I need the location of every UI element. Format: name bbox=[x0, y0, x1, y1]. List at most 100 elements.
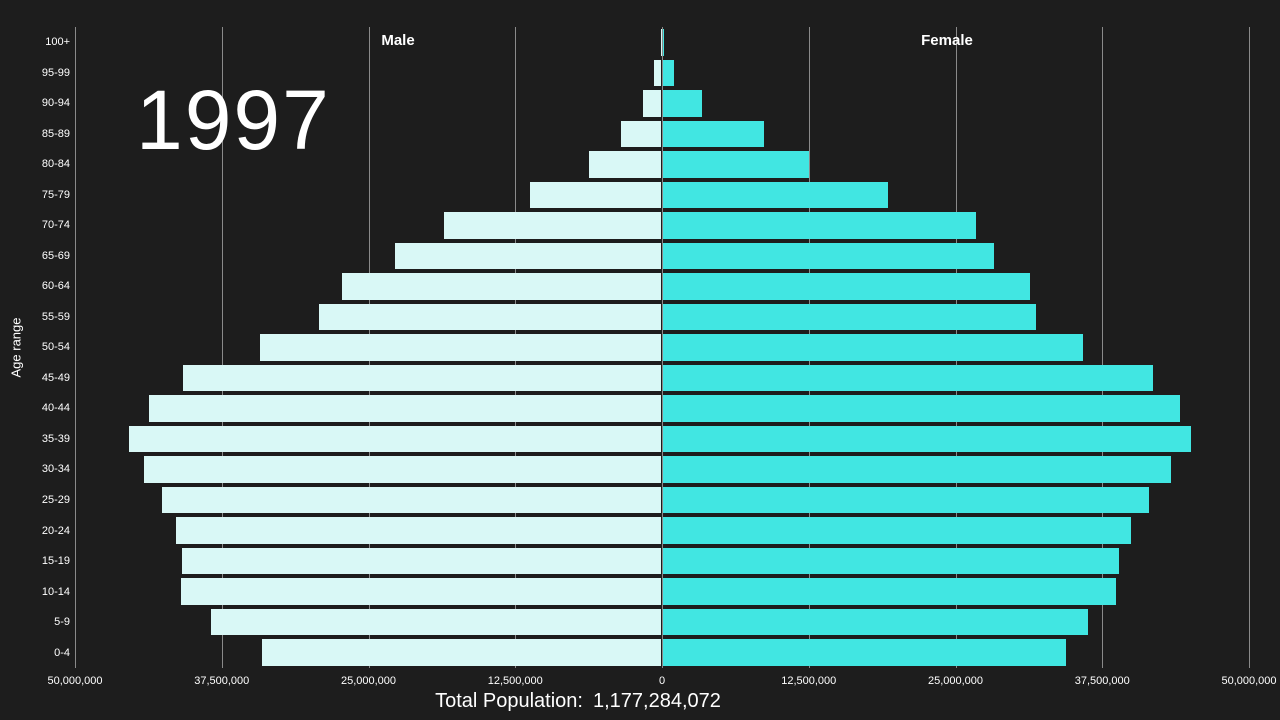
pyramid-row: 45-49 bbox=[0, 363, 1280, 394]
age-range-label: 70-74 bbox=[41, 219, 70, 232]
pyramid-row: 20-24 bbox=[0, 515, 1280, 546]
male-bar bbox=[149, 395, 661, 422]
female-bar bbox=[663, 364, 1153, 392]
bars-area: 100+ 95-99 90-94 85-89 80-84 75-79 70-74 65-69 6… bbox=[0, 27, 1280, 668]
female-bar bbox=[663, 242, 995, 270]
pyramid-row: 70-74 bbox=[0, 210, 1280, 241]
male-bar bbox=[182, 547, 661, 575]
male-bar bbox=[653, 59, 661, 87]
year-label: 1997 bbox=[136, 73, 331, 167]
female-bar bbox=[663, 334, 1084, 361]
female-bar bbox=[663, 212, 977, 239]
gridline bbox=[221, 27, 223, 668]
age-range-label: 10-14 bbox=[41, 585, 70, 598]
total-population-label: Total Population: bbox=[435, 690, 583, 712]
male-bar bbox=[443, 212, 661, 239]
pyramid-row: 15-19 bbox=[0, 546, 1280, 577]
age-range-label: 85-89 bbox=[41, 127, 70, 140]
x-tick-label: 25,000,000 bbox=[340, 675, 397, 687]
male-header: Male bbox=[381, 32, 415, 49]
male-bar bbox=[529, 181, 661, 209]
male-bar bbox=[643, 90, 661, 117]
male-bar bbox=[162, 486, 661, 514]
pyramid-row: 75-79 bbox=[0, 180, 1280, 211]
age-range-label: 65-69 bbox=[41, 249, 70, 262]
age-range-label: 40-44 bbox=[41, 402, 70, 415]
gridline bbox=[662, 27, 663, 668]
male-bar bbox=[176, 517, 661, 544]
male-bar bbox=[394, 242, 661, 270]
age-range-label: 55-59 bbox=[41, 310, 70, 323]
age-range-label: 50-54 bbox=[41, 341, 70, 354]
female-bar bbox=[663, 425, 1192, 453]
age-range-label: 35-39 bbox=[41, 432, 70, 445]
male-bar bbox=[129, 425, 661, 453]
male-bar bbox=[180, 578, 661, 605]
age-range-label: 25-29 bbox=[41, 493, 70, 506]
pyramid-row: 55-59 bbox=[0, 302, 1280, 333]
x-tick-label: 50,000,000 bbox=[1221, 675, 1277, 687]
pyramid-row: 65-69 bbox=[0, 241, 1280, 272]
pyramid-row: 25-29 bbox=[0, 485, 1280, 516]
x-tick-label: 12,500,000 bbox=[781, 675, 837, 687]
gridline bbox=[1102, 27, 1104, 668]
female-bar bbox=[663, 303, 1037, 331]
pyramid-row: 5-9 bbox=[0, 607, 1280, 638]
pyramid-row: 10-14 bbox=[0, 576, 1280, 607]
female-bar bbox=[663, 273, 1031, 300]
gridline bbox=[1249, 27, 1250, 668]
pyramid-row: 85-89 bbox=[0, 119, 1280, 150]
pyramid-row: 30-34 bbox=[0, 454, 1280, 485]
female-bar bbox=[663, 151, 809, 178]
gridline bbox=[75, 27, 76, 668]
pyramid-row: 40-44 bbox=[0, 393, 1280, 424]
pyramid-row: 100+ bbox=[0, 27, 1280, 58]
age-range-label: 80-84 bbox=[41, 158, 70, 171]
pyramid-row: 80-84 bbox=[0, 149, 1280, 180]
male-bar bbox=[589, 151, 661, 178]
male-bar bbox=[621, 120, 661, 148]
age-range-label: 90-94 bbox=[41, 97, 70, 110]
total-population-value: 1,177,284,072 bbox=[592, 690, 721, 712]
male-bar bbox=[261, 639, 661, 666]
age-range-label: 75-79 bbox=[41, 188, 70, 201]
x-axis: 0 12,500,000 12,500,000 25,000,000 25,000,00… bbox=[0, 675, 1280, 691]
pyramid-row: 0-4 bbox=[0, 637, 1280, 668]
age-range-label: 45-49 bbox=[41, 371, 70, 384]
female-bar bbox=[663, 120, 764, 148]
age-range-label: 95-99 bbox=[41, 66, 70, 79]
male-bar bbox=[341, 273, 661, 300]
female-bar bbox=[663, 395, 1180, 422]
age-range-label: 100+ bbox=[45, 36, 70, 49]
female-bar bbox=[663, 547, 1119, 575]
female-bar bbox=[663, 59, 674, 87]
pyramid-row: 95-99 bbox=[0, 58, 1280, 89]
pyramid-row: 50-54 bbox=[0, 332, 1280, 363]
x-tick-label: 50,000,000 bbox=[47, 675, 103, 687]
x-tick-label: 12,500,000 bbox=[487, 675, 543, 687]
female-bar bbox=[663, 181, 889, 209]
pyramid-row: 60-64 bbox=[0, 271, 1280, 302]
x-tick-label: 37,500,000 bbox=[194, 675, 250, 687]
age-range-label: 15-19 bbox=[41, 555, 70, 568]
male-bar bbox=[211, 608, 661, 636]
male-bar bbox=[319, 303, 661, 331]
male-bar bbox=[183, 364, 661, 392]
pyramid-row: 35-39 bbox=[0, 424, 1280, 455]
male-bar bbox=[144, 456, 661, 483]
age-range-label: 20-24 bbox=[41, 524, 70, 537]
total-population: Total Population: 1,177,284,072 bbox=[435, 690, 721, 713]
female-bar bbox=[663, 456, 1172, 483]
x-tick-label: 25,000,000 bbox=[927, 675, 984, 687]
age-range-label: 60-64 bbox=[41, 280, 70, 293]
female-bar bbox=[663, 578, 1117, 605]
female-header: Female bbox=[921, 32, 973, 49]
pyramid-row: 90-94 bbox=[0, 88, 1280, 119]
age-range-label: 5-9 bbox=[54, 616, 70, 629]
x-tick-label: 0 bbox=[658, 675, 666, 687]
age-range-label: 0-4 bbox=[54, 646, 70, 659]
x-tick-label: 37,500,000 bbox=[1074, 675, 1130, 687]
female-bar bbox=[663, 29, 665, 56]
female-bar bbox=[663, 486, 1150, 514]
female-bar bbox=[663, 608, 1088, 636]
